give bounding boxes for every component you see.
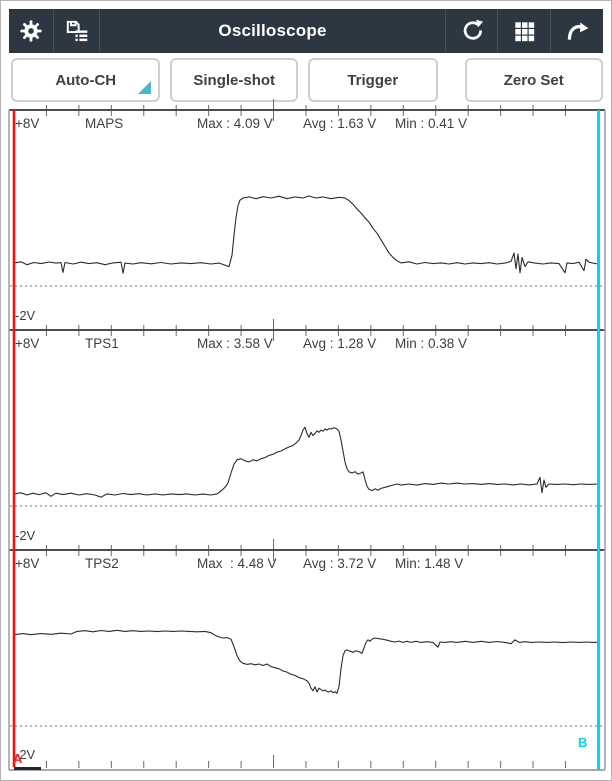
header-bar: Oscilloscope — [9, 9, 603, 53]
refresh-button[interactable] — [446, 9, 498, 53]
back-button[interactable] — [551, 9, 603, 53]
ch3-min-value: Min: 1.48 V — [395, 556, 464, 571]
ch1-name: MAPS — [85, 116, 124, 131]
grid-view-button[interactable] — [498, 9, 551, 53]
ch1-avg-value: Avg : 1.63 V — [303, 116, 377, 131]
ch3-top-scale-label: +8V — [15, 556, 40, 571]
settings-button[interactable] — [9, 9, 54, 53]
ch1-bottom-scale-label: -2V — [15, 308, 36, 323]
channel-3-header: +8V TPS2 Max : 4.48 V Avg : 3.72 V Min: … — [1, 556, 611, 574]
page-title: Oscilloscope — [218, 21, 327, 40]
ch2-max-value: Max : 3.58 V — [197, 336, 273, 351]
ch2-avg-value: Avg : 1.28 V — [303, 336, 377, 351]
app-title-area: Oscilloscope — [100, 9, 446, 53]
single-shot-label: Single-shot — [193, 71, 276, 89]
trigger-label: Trigger — [347, 71, 399, 89]
single-shot-button[interactable]: Single-shot — [170, 58, 298, 102]
return-arrow-icon — [567, 22, 589, 40]
cursor-a-label[interactable]: A — [13, 751, 23, 766]
save-record-button[interactable] — [54, 9, 100, 53]
ch3-avg-value: Avg : 3.72 V — [303, 556, 377, 571]
zero-set-button[interactable]: Zero Set — [464, 58, 603, 102]
corner-triangle-icon — [138, 81, 152, 94]
auto-ch-label: Auto-CH — [55, 71, 117, 89]
ch1-top-scale-label: +8V — [15, 116, 40, 131]
ch3-name: TPS2 — [85, 556, 119, 571]
save-list-icon — [66, 20, 87, 42]
channel-1-header: +8V MAPS Max : 4.09 V Avg : 1.63 V Min :… — [1, 116, 611, 134]
ch1-max-value: Max : 4.09 V — [197, 116, 273, 131]
grid-icon — [514, 21, 534, 41]
ch3-bottom-scale-label: -2V — [15, 747, 36, 762]
ch2-name: TPS1 — [85, 336, 119, 351]
toolbar: Auto-CH Single-shot Trigger Zero Set — [11, 58, 603, 102]
ch2-min-value: Min : 0.38 V — [395, 336, 468, 351]
auto-ch-button[interactable]: Auto-CH — [11, 58, 161, 102]
ch2-top-scale-label: +8V — [15, 336, 40, 351]
sync-icon — [463, 19, 483, 40]
trigger-button[interactable]: Trigger — [307, 58, 438, 102]
gear-icon — [20, 20, 42, 42]
channel-2-header: +8V TPS1 Max : 3.58 V Avg : 1.28 V Min :… — [1, 336, 611, 354]
ch3-max-value: Max : 4.48 V — [197, 556, 277, 571]
ch2-bottom-scale-label: -2V — [15, 528, 36, 543]
cursor-b-label[interactable]: B — [578, 735, 588, 750]
ch1-min-value: Min : 0.41 V — [395, 116, 468, 131]
zero-set-label: Zero Set — [503, 71, 564, 89]
